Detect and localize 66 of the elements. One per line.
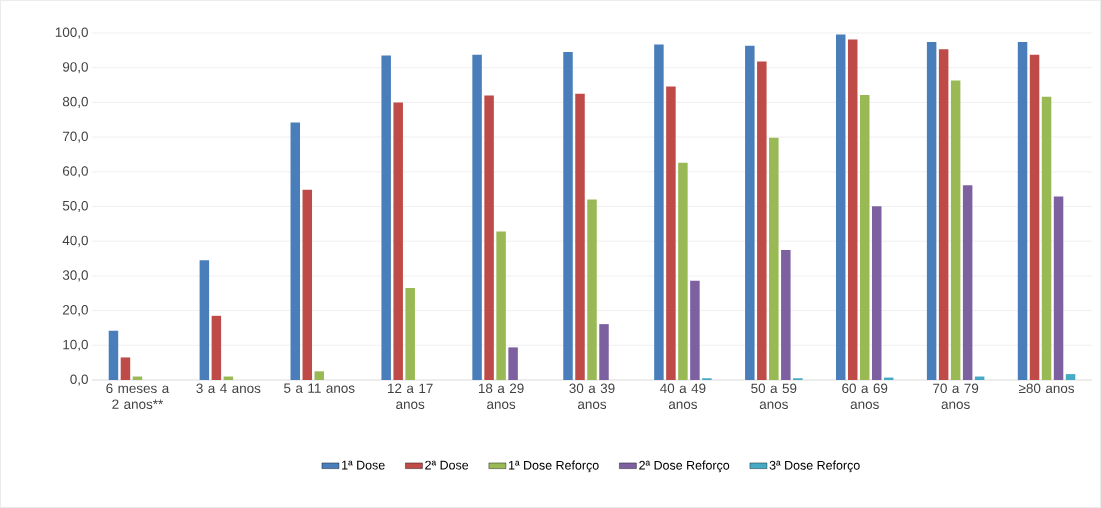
bar [757, 61, 767, 380]
bar [120, 357, 131, 380]
bar [1029, 54, 1040, 380]
bar [381, 55, 391, 380]
bar [654, 44, 664, 380]
legend-label: 2ª Dose Reforço [639, 460, 730, 473]
x-tick-label: 40 a 49 anos [660, 383, 706, 409]
bar [599, 324, 609, 380]
bar [1017, 42, 1028, 380]
y-tick-label: 20,0 [62, 305, 88, 317]
x-tick-label: 12 a 17 anos [388, 383, 433, 409]
x-tick-label: 30 a 39 anos [569, 383, 615, 409]
bar [563, 52, 573, 380]
y-tick-label: 0,0 [70, 374, 88, 386]
bar [405, 288, 415, 380]
bar [962, 185, 973, 380]
bar [938, 49, 949, 380]
bar [847, 39, 858, 380]
bar [666, 86, 676, 380]
bar [926, 42, 937, 380]
bar [211, 315, 222, 380]
bar [108, 330, 119, 380]
bar [290, 122, 301, 380]
y-tick-label: 30,0 [62, 270, 88, 282]
y-tick-label: 50,0 [62, 200, 88, 213]
y-tick-label: 10,0 [63, 339, 88, 351]
bar [575, 93, 585, 380]
y-tick-label: 90,0 [62, 62, 88, 74]
legend-label: 1ª Dose [342, 460, 385, 470]
x-tick-label: 6 meses a 2 anos** [106, 383, 170, 409]
legend-label: 1ª Dose Reforço [509, 460, 599, 473]
legend-label: 2ª Dose [425, 460, 469, 470]
y-tick-label: 60,0 [62, 166, 88, 178]
y-tick-label: 80,0 [62, 96, 88, 108]
bar [1053, 196, 1064, 380]
bar [690, 280, 700, 380]
bar [484, 95, 494, 380]
bar [871, 206, 882, 380]
bar [745, 45, 755, 380]
bar [781, 249, 791, 380]
x-tick-label: 3 a 4 anos [196, 383, 261, 394]
legend-label: 3ª Dose Reforço [769, 460, 860, 473]
x-tick-label: 5 a 11 anos [284, 383, 355, 393]
bar [835, 34, 846, 380]
bar [199, 260, 210, 380]
bar [472, 54, 482, 380]
bar [587, 199, 597, 380]
y-tick-label: 40,0 [62, 235, 88, 247]
y-tick-label: 100,0 [55, 27, 88, 39]
x-tick-label: 70 a 79 anos [933, 383, 979, 409]
x-tick-label: 50 a 59 anos [751, 383, 797, 409]
bar [1065, 374, 1076, 380]
x-tick-label: ≥80 anos [1018, 383, 1075, 394]
bar [508, 347, 518, 380]
y-tick-label: 70,0 [62, 131, 88, 143]
x-tick-label: 18 a 29 anos [478, 383, 524, 409]
bar [859, 95, 870, 380]
bar [314, 371, 325, 380]
bar [678, 162, 688, 380]
bar [393, 102, 403, 380]
bar [302, 189, 313, 380]
bar [496, 231, 506, 380]
bar [1041, 96, 1052, 380]
bar [950, 80, 961, 380]
bar [769, 137, 779, 380]
x-tick-label: 60 a 69 anos [842, 383, 888, 409]
